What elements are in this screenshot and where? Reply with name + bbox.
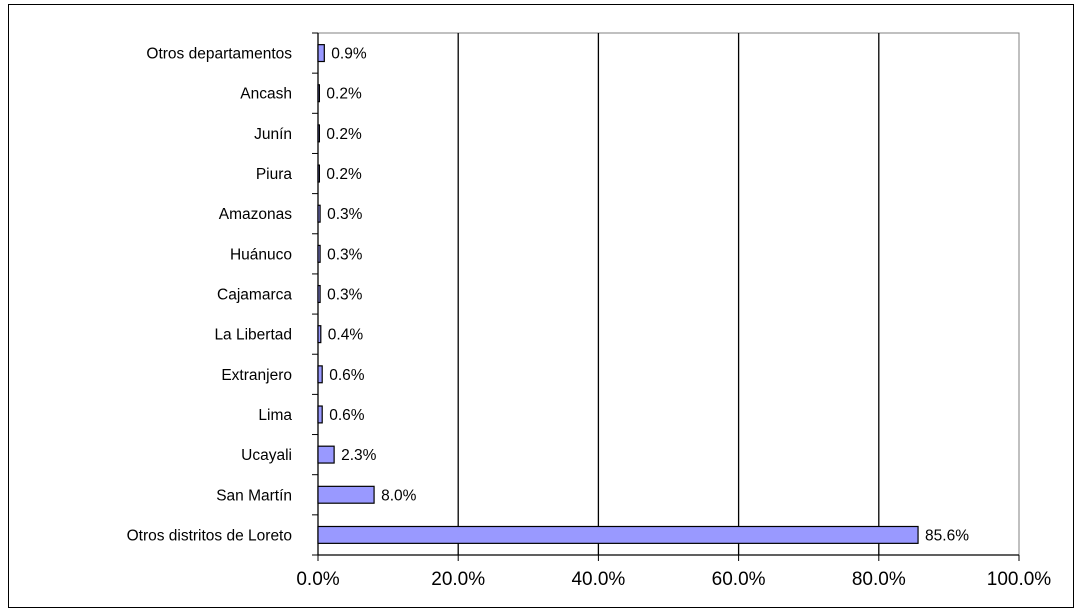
x-tick-label: 40.0% [571,569,625,590]
data-label: 2.3% [341,447,377,464]
bar [317,204,321,223]
category-label: Lima [258,407,292,424]
bar [317,325,322,344]
data-label: 0.6% [329,407,365,424]
category-label: Piura [256,166,293,183]
category-label: San Martín [216,487,292,504]
category-label: Cajamarca [217,287,292,304]
bar [317,485,375,504]
data-label: 0.6% [329,367,365,384]
category-label: Ucayali [241,447,292,464]
bar [317,284,321,304]
data-label: 0.2% [326,126,362,143]
bar [317,244,321,263]
bar [317,44,325,63]
category-label: Otros departamentos [146,46,292,63]
x-tick-label: 80.0% [852,569,906,590]
chart-frame [8,4,1074,608]
bar [317,164,321,183]
axes [312,32,1020,561]
bar [317,365,323,384]
bars [317,44,919,544]
data-label: 0.2% [326,86,362,103]
data-label: 0.9% [331,46,367,63]
labels: 0.0% 20.0% 40.0% 60.0% 80.0% 100.0% Otros depa… [127,46,1052,590]
category-label: Huánuco [230,246,292,263]
bar [317,445,335,464]
bar [317,405,323,424]
category-label: Junín [254,126,292,143]
data-label: 0.4% [328,327,364,344]
plot-area-border [317,32,1020,556]
data-label: 0.3% [327,246,363,263]
data-label: 0.3% [327,287,363,304]
category-label: Extranjero [221,367,292,384]
category-label: Otros distritos de Loreto [127,527,292,544]
bar [317,84,321,103]
x-tick-label: 60.0% [712,569,766,590]
category-label: La Libertad [214,327,292,344]
data-label: 0.2% [326,166,362,183]
category-label: Ancash [240,86,292,103]
grid-lines [317,32,1020,556]
data-label: 8.0% [381,487,417,504]
category-label: Amazonas [219,206,292,223]
data-label: 85.6% [925,527,969,544]
bar [317,525,919,544]
bar [317,124,321,143]
x-tick-label: 20.0% [431,569,485,590]
x-tick-label: 0.0% [296,569,339,590]
x-tick-label: 100.0% [987,569,1052,590]
data-label: 0.3% [327,206,363,223]
